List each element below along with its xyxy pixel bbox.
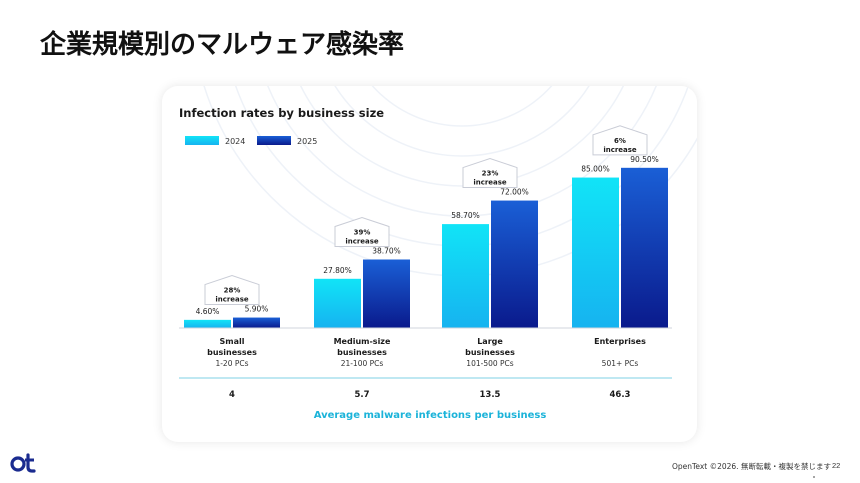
category-sublabel: 101-500 PCs: [466, 359, 513, 368]
category-sublabel: 21-100 PCs: [341, 359, 384, 368]
increase-percent: 23%: [482, 170, 499, 178]
page-title: 企業規模別のマルウェア感染率: [40, 30, 405, 60]
category-label: businesses: [465, 348, 515, 357]
increase-word: increase: [473, 179, 507, 187]
increase-percent: 6%: [614, 137, 626, 145]
chart-card: Infection rates by business size 2024 2025…: [162, 86, 697, 442]
category-sublabel: 501+ PCs: [602, 359, 639, 368]
bar-2025-2: [491, 200, 538, 328]
category-sublabel: 1-20 PCs: [215, 359, 248, 368]
bar-2024-2: [442, 224, 489, 328]
increase-word: increase: [215, 296, 249, 304]
opentext-logo-icon: [10, 453, 36, 473]
increase-percent: 28%: [224, 287, 241, 295]
bar-2024-3: [572, 177, 619, 328]
bar-value-label: 90.50%: [630, 155, 659, 164]
bar-value-label: 85.00%: [581, 165, 610, 174]
bar-2024-0: [184, 319, 231, 328]
category-label: Medium-size: [334, 337, 391, 346]
page-number: 22: [832, 461, 841, 470]
footer-copyright: OpenText ©2026. 無断転載・複製を禁じます: [672, 462, 831, 471]
bar-2025-3: [621, 167, 668, 328]
category-label: Small: [220, 337, 245, 346]
increase-callout-arrow: [462, 158, 518, 189]
bar-value-label: 27.80%: [323, 266, 352, 275]
increase-percent: 39%: [354, 229, 371, 237]
category-label: businesses: [207, 348, 257, 357]
average-infections-value: 13.5: [480, 390, 501, 400]
average-infections-value: 5.7: [354, 390, 369, 400]
bar-value-label: 38.70%: [372, 247, 401, 256]
legend-label-2025: 2025: [297, 137, 317, 146]
footer-dot: [813, 476, 815, 478]
increase-word: increase: [345, 238, 379, 246]
bar-value-label: 58.70%: [451, 211, 480, 220]
category-label: Large: [477, 337, 503, 346]
increase-word: increase: [603, 146, 637, 154]
average-infections-caption: Average malware infections per business: [314, 410, 547, 421]
legend-swatch-2025: [257, 136, 291, 145]
increase-callout-arrow: [592, 125, 648, 156]
bar-value-label: 5.90%: [245, 305, 269, 314]
bar-2024-1: [314, 278, 361, 328]
chart-title: Infection rates by business size: [179, 106, 384, 120]
bar-2025-0: [233, 317, 280, 328]
bar-value-label: 4.60%: [196, 307, 220, 316]
bar-chart: Infection rates by business size 2024 2025…: [179, 106, 672, 421]
average-infections-value: 46.3: [610, 390, 631, 400]
increase-callout-arrow: [334, 216, 390, 248]
legend-label-2024: 2024: [225, 137, 245, 146]
increase-callout-arrow: [204, 275, 260, 306]
legend-swatch-2024: [185, 136, 219, 145]
category-label: Enterprises: [594, 337, 646, 346]
bar-value-label: 72.00%: [500, 188, 529, 197]
average-infections-value: 4: [229, 390, 235, 400]
category-label: businesses: [337, 348, 387, 357]
bar-2025-1: [363, 259, 410, 328]
